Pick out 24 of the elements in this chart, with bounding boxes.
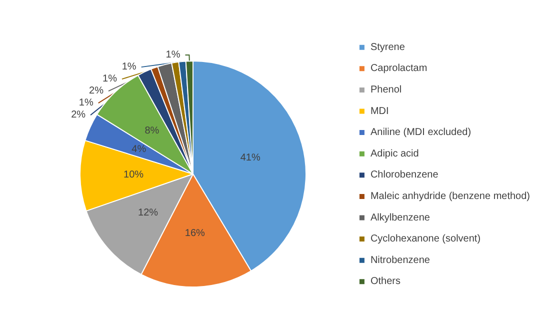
data-label: 1%: [166, 50, 180, 61]
legend-label: Others: [370, 276, 400, 288]
legend-label: Caprolactam: [370, 63, 428, 74]
data-label: 1%: [102, 74, 118, 85]
data-label: 8%: [144, 125, 160, 136]
data-label: 12%: [138, 207, 158, 218]
data-label: 2%: [71, 110, 86, 121]
data-label: 16%: [184, 228, 206, 239]
legend-label: Styrene: [370, 42, 406, 53]
data-label: 4%: [132, 144, 146, 155]
data-label: 41%: [240, 152, 260, 164]
legend-label: MDI: [370, 106, 389, 117]
data-label: 1%: [122, 62, 136, 73]
data-label: 1%: [78, 98, 94, 109]
legend-label: Cyclohexanone (solvent): [370, 234, 481, 245]
legend-label: Adipic acid: [370, 148, 419, 160]
legend-label: Phenol: [370, 84, 402, 96]
legend-label: Alkylbenzene: [370, 212, 430, 224]
legend-label: Nitrobenzene: [370, 254, 430, 266]
legend-label: Aniline (MDI excluded): [370, 127, 472, 138]
data-label: 10%: [124, 169, 144, 180]
legend-label: Chlorobenzene: [370, 170, 439, 181]
data-label: 2%: [89, 86, 104, 97]
legend-label: Maleic anhydride (benzene method): [370, 190, 530, 202]
